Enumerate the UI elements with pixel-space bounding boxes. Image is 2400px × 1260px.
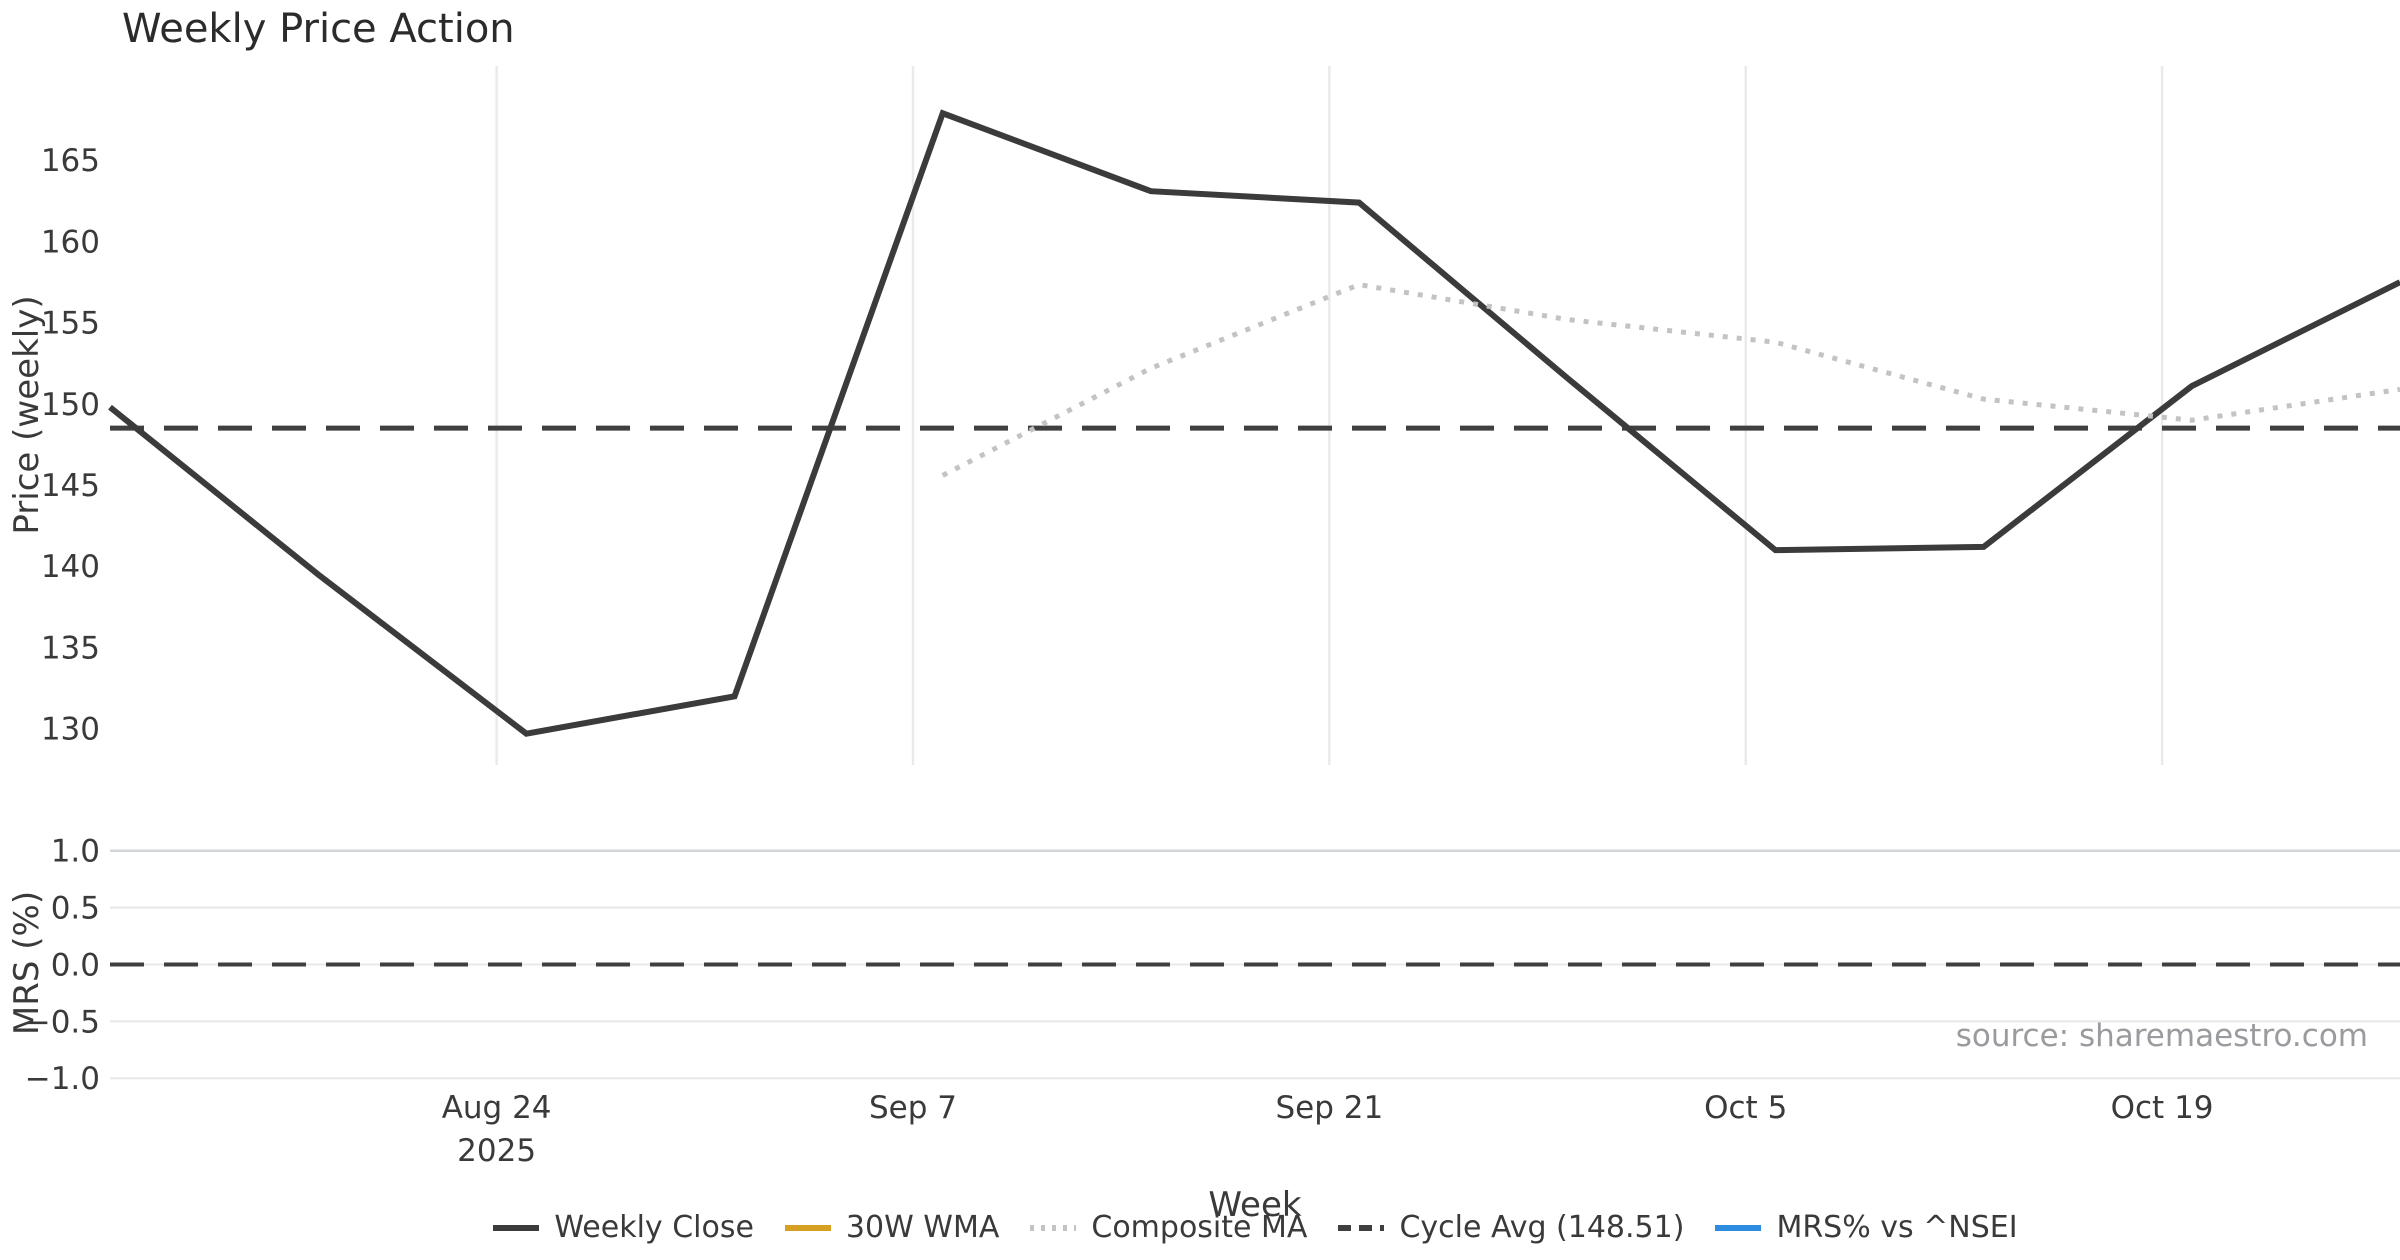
- legend-item: Cycle Avg (148.51): [1337, 1210, 1684, 1245]
- mrs-y-tick-label: −1.0: [25, 1061, 100, 1097]
- mrs-y-tick-label: 0.0: [51, 947, 100, 983]
- legend-swatch-solid: [1715, 1224, 1762, 1231]
- mrs-y-tick-label: 1.0: [51, 834, 100, 870]
- price-y-tick-label: 145: [41, 468, 100, 504]
- price-y-tick-label: 160: [41, 224, 100, 260]
- price-y-tick-label: 165: [41, 143, 100, 179]
- legend-swatch-dashed: [1338, 1224, 1385, 1231]
- mrs-axis-label: MRS (%): [7, 890, 47, 1036]
- legend-item-label: Weekly Close: [554, 1210, 754, 1245]
- legend-item: Composite MA: [1029, 1210, 1307, 1245]
- legend-item-label: MRS% vs ^NSEI: [1776, 1210, 2018, 1245]
- chart-title: Weekly Price Action: [122, 6, 515, 52]
- price-y-tick-label: 130: [41, 712, 100, 748]
- legend-swatch-solid: [493, 1224, 540, 1231]
- x-tick-label: 2025: [457, 1133, 536, 1169]
- x-tick-label: Sep 21: [1275, 1090, 1383, 1126]
- price-axis-label: Price (weekly): [7, 295, 47, 535]
- legend-item: 30W WMA: [784, 1210, 999, 1245]
- legend-item-label: 30W WMA: [845, 1210, 1000, 1245]
- x-tick-label: Oct 19: [2111, 1090, 2214, 1126]
- legend-item-label: Cycle Avg (148.51): [1399, 1210, 1685, 1245]
- legend: Weekly Close 30W WMA Composite MA Cycle Avg…: [0, 1210, 2400, 1245]
- mrs-y-tick-label: −0.5: [25, 1004, 100, 1040]
- weekly-close-line: [108, 109, 2400, 737]
- legend-swatch-dotted: [1030, 1224, 1077, 1231]
- price-y-tick-label: 135: [41, 630, 100, 666]
- price-y-tick-label: 140: [41, 549, 100, 585]
- price-y-tick-label: 155: [41, 306, 100, 342]
- legend-item: Weekly Close: [492, 1210, 754, 1245]
- price-y-tick-label: 150: [41, 387, 100, 423]
- x-tick-label: Oct 5: [1704, 1090, 1787, 1126]
- x-tick-label: Aug 24: [442, 1090, 552, 1126]
- legend-swatch-solid: [784, 1224, 831, 1231]
- composite-ma-line: [941, 282, 2400, 478]
- legend-item: MRS% vs ^NSEI: [1714, 1210, 2018, 1245]
- mrs-y-tick-label: 0.5: [51, 890, 100, 926]
- x-tick-label: Sep 7: [869, 1090, 957, 1126]
- x-axis-label: Week: [1208, 1185, 1302, 1225]
- legend-item-label: Composite MA: [1091, 1210, 1308, 1245]
- source-attribution: source: sharemaestro.com: [1955, 1018, 2368, 1054]
